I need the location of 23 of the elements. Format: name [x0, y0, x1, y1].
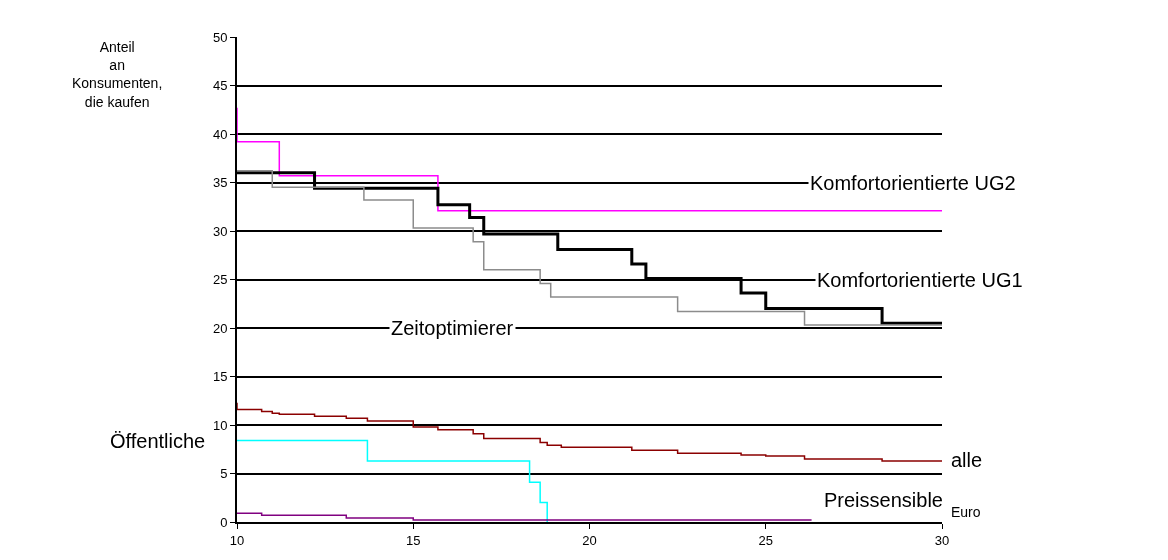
y-tick-label: 25	[212, 272, 228, 288]
text: Zeitoptimierer	[391, 317, 514, 339]
series-label: alle	[951, 449, 983, 471]
x-tick-label: 15	[406, 532, 421, 548]
y-tick-label: 0	[220, 514, 228, 530]
x-axis-title: Euro	[951, 504, 981, 520]
series-label: Komfortorientierte UG2	[810, 172, 1016, 194]
x-tick-label: 25	[758, 532, 773, 548]
y-tick-label: 35	[212, 175, 228, 191]
series-label: Öffentliche	[110, 430, 206, 452]
y-tick-label: 20	[212, 320, 228, 336]
x-tick-label: 20	[582, 532, 597, 548]
y-tick-label: 10	[212, 417, 228, 433]
y-tick-label: 45	[212, 78, 228, 94]
y-tick-label: 50	[212, 29, 228, 45]
x-tick-label: 30	[934, 532, 950, 548]
y-tick-label: 15	[212, 369, 228, 385]
series-label: Komfortorientierte UG1	[817, 269, 1023, 291]
y-axis-title: Anteil an Konsumenten, die kaufen	[72, 39, 163, 110]
y-tick-label: 5	[220, 466, 228, 482]
y-tick-label: 30	[212, 223, 228, 239]
series-label: Preissensible	[824, 489, 943, 511]
y-tick-label: 40	[212, 126, 228, 142]
